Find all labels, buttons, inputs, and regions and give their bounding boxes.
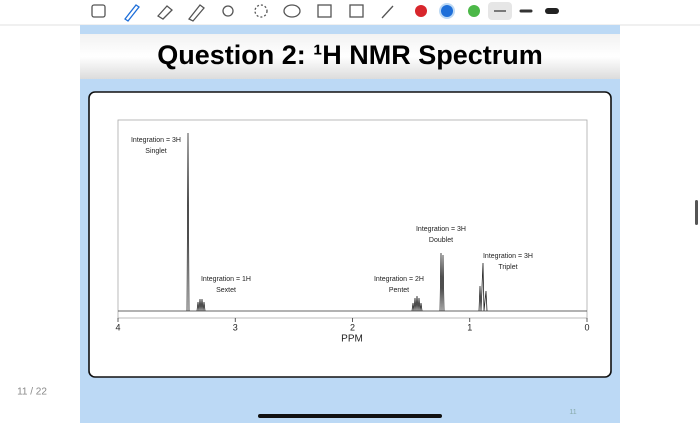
color-green[interactable]: [468, 5, 480, 17]
x-tick-label: 4: [115, 322, 120, 332]
peak-annotation: Integration = 3H: [131, 137, 181, 144]
peak-annotation: Singlet: [145, 148, 166, 155]
peak-annotation: Integration = 3H: [483, 253, 533, 260]
x-tick-label: 0: [584, 322, 589, 332]
tool-lasso[interactable]: [254, 4, 268, 18]
color-red[interactable]: [415, 5, 427, 17]
peak-annotation: Integration = 2H: [374, 276, 424, 283]
tool-zoom[interactable]: [91, 4, 106, 18]
spectrum-trace: [186, 132, 488, 312]
x-tick-label: 1: [467, 322, 472, 332]
tool-pen[interactable]: [124, 4, 140, 22]
home-indicator: [258, 414, 442, 418]
x-tick-label: 3: [233, 322, 238, 332]
slide-title: Question 2: ¹H NMR Spectrum: [157, 40, 543, 70]
peak-annotation: Integration = 1H: [201, 276, 251, 283]
tool-shapes[interactable]: [222, 5, 234, 17]
x-axis-label: PPM: [341, 334, 363, 345]
x-tick-label: 2: [350, 322, 355, 332]
peak-annotation: Triplet: [498, 264, 517, 271]
slide-page-number: 11: [569, 409, 576, 416]
tool-text[interactable]: [349, 4, 364, 18]
color-blue[interactable]: [441, 5, 453, 17]
title-band: [80, 34, 620, 79]
tool-image[interactable]: [317, 4, 332, 18]
tool-laser[interactable]: [381, 5, 394, 19]
peak-annotation: Integration = 3H: [416, 226, 466, 233]
page-counter: 11 / 22: [17, 387, 47, 398]
peak-annotation: Sextet: [216, 287, 236, 294]
tool-sticker[interactable]: [283, 4, 301, 18]
scrollbar[interactable]: [695, 200, 698, 225]
peak-annotation: Pentet: [389, 287, 409, 294]
tool-highlighter[interactable]: [187, 4, 205, 22]
tool-eraser[interactable]: [156, 5, 173, 20]
peak-annotation: Doublet: [429, 237, 453, 244]
